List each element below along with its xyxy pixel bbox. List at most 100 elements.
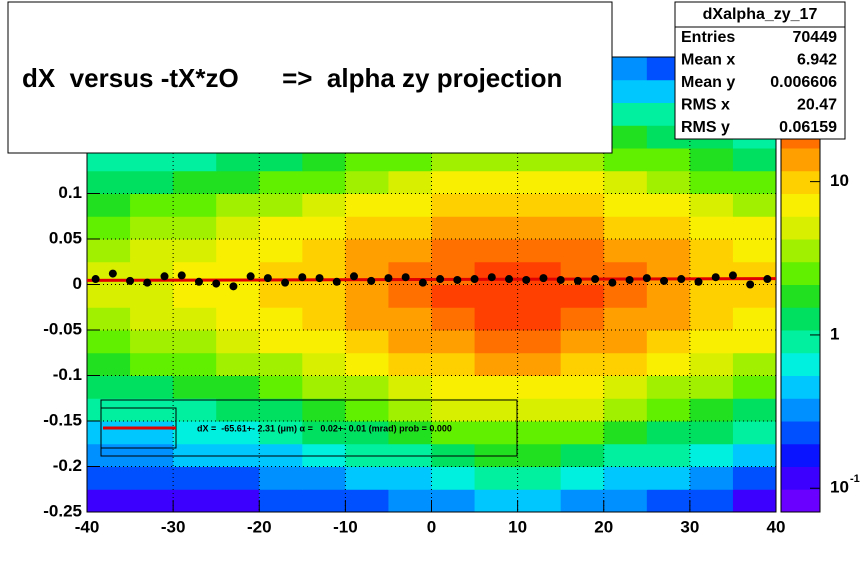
heatmap-cell (560, 398, 605, 422)
heatmap-cell (689, 307, 734, 331)
heatmap-cell (216, 375, 260, 399)
heatmap-cell (732, 443, 777, 467)
heatmap-cell (173, 239, 217, 263)
heatmap-cell (474, 193, 519, 217)
heatmap-cell (560, 148, 605, 172)
heatmap-cell (603, 193, 648, 217)
heatmap-cell (130, 148, 174, 172)
heatmap-cell (388, 352, 432, 376)
stats-value: 6.942 (797, 52, 837, 69)
heatmap-cell (603, 125, 648, 149)
heatmap-cell (431, 170, 476, 194)
profile-point (556, 275, 565, 284)
heatmap-cell (87, 239, 131, 263)
heatmap-cell (560, 421, 605, 445)
heatmap-cell (560, 489, 605, 513)
profile-point (591, 275, 600, 284)
heatmap-cell (646, 330, 691, 354)
heatmap-cell (173, 421, 217, 445)
y-tick-label: -0.05 (43, 319, 82, 338)
heatmap-cell (259, 489, 303, 513)
heatmap-cell (732, 239, 777, 263)
heatmap-cell (646, 239, 691, 263)
heatmap-cell (474, 307, 519, 331)
heatmap-cell (474, 284, 519, 308)
heatmap-cell (431, 443, 476, 467)
fit-line (86, 277, 777, 282)
heatmap-cell (603, 102, 648, 126)
heatmap-cell (87, 352, 131, 376)
y-tick-label: -0.1 (53, 365, 82, 384)
x-tick-label: 0 (427, 517, 436, 536)
stats-value: 70449 (793, 29, 838, 46)
heatmap-cell (732, 148, 777, 172)
heatmap-cell (259, 443, 303, 467)
x-tick-label: -40 (75, 517, 100, 536)
stats-label: Mean y (681, 74, 735, 91)
heatmap-cell (388, 421, 432, 445)
heatmap-cell (646, 216, 691, 240)
heatmap-cell (689, 443, 734, 467)
heatmap-cell (87, 307, 131, 331)
heatmap-cell (517, 148, 562, 172)
heatmap-cell (130, 307, 174, 331)
stats-value: 0.006606 (770, 74, 837, 91)
heatmap-cell (130, 239, 174, 263)
heatmap-cell (345, 148, 389, 172)
heatmap-cell (431, 330, 476, 354)
profile-point (660, 276, 669, 285)
heatmap-cell (388, 375, 432, 399)
heatmap-cell (603, 352, 648, 376)
x-tick-label: -20 (247, 517, 272, 536)
heatmap-cell (732, 284, 777, 308)
heatmap-cell (173, 193, 217, 217)
heatmap-cell (517, 239, 562, 263)
heatmap-cell (216, 193, 260, 217)
heatmap-cell (87, 398, 131, 422)
heatmap-cell (560, 216, 605, 240)
heatmap-cell (302, 489, 346, 513)
color-bar-step (781, 421, 820, 445)
heatmap-cell (302, 170, 346, 194)
heatmap-cell (603, 398, 648, 422)
profile-point (177, 271, 186, 280)
stats-value: 20.47 (797, 97, 837, 114)
heatmap-cell (302, 193, 346, 217)
heatmap-cell (259, 421, 303, 445)
heatmap-cell (689, 284, 734, 308)
heatmap-cell (732, 489, 777, 513)
heatmap-cell (388, 307, 432, 331)
heatmap-cell (517, 284, 562, 308)
profile-point (298, 273, 307, 282)
heatmap-cell (216, 284, 260, 308)
color-bar-step (781, 239, 820, 263)
y-tick-label: -0.25 (43, 501, 82, 520)
heatmap-cell (603, 79, 648, 103)
heatmap-cell (87, 148, 131, 172)
heatmap-cell (646, 489, 691, 513)
heatmap-cell (259, 284, 303, 308)
heatmap-cell (689, 330, 734, 354)
heatmap-cell (431, 352, 476, 376)
color-bar-step (781, 466, 820, 490)
heatmap-cell (474, 466, 519, 490)
heatmap-cell (517, 421, 562, 445)
heatmap-cell (603, 375, 648, 399)
heatmap-cell (517, 330, 562, 354)
profile-point (160, 272, 169, 281)
heatmap-cell (431, 421, 476, 445)
heatmap-cell (431, 148, 476, 172)
heatmap-cell (130, 375, 174, 399)
heatmap-cell (259, 352, 303, 376)
heatmap-cell (259, 170, 303, 194)
heatmap-cell (474, 148, 519, 172)
y-tick-label: 0 (73, 274, 82, 293)
heatmap-cell (259, 375, 303, 399)
heatmap-cell (130, 330, 174, 354)
heatmap-cell (345, 216, 389, 240)
heatmap-cell (173, 170, 217, 194)
heatmap-cell (689, 170, 734, 194)
heatmap-cell (345, 421, 389, 445)
heatmap-cell (216, 489, 260, 513)
